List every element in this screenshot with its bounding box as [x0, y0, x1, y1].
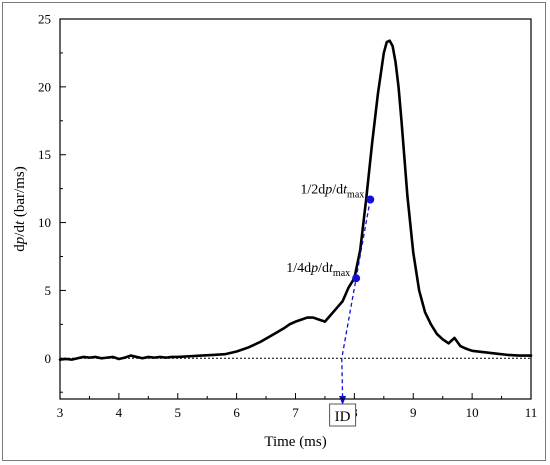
plot-area-border	[59, 18, 532, 400]
x-tick-label: 9	[410, 405, 417, 420]
x-tick-label: 7	[292, 405, 299, 420]
y-tick-label: 5	[45, 283, 52, 298]
quarter-max-marker	[352, 274, 361, 283]
figure-frame	[2, 2, 546, 461]
axes-layer: 345678910110510152025	[38, 12, 537, 421]
x-axis-label: Time (ms)	[264, 434, 326, 450]
y-tick-label: 0	[45, 351, 52, 366]
half-max-marker	[366, 195, 375, 204]
x-tick-label: 10	[466, 405, 479, 420]
half-max-label: 1/2dp/dtmax	[300, 183, 364, 201]
ignition-arrow-line	[341, 358, 344, 399]
ignition-delay-box	[329, 403, 357, 427]
y-tick-label: 10	[38, 215, 51, 230]
x-tick-label: 3	[57, 405, 64, 420]
y-tick-label: 25	[38, 12, 51, 27]
y-tick-label: 20	[38, 79, 51, 94]
ignition-delay-label: ID	[335, 409, 351, 425]
y-axis-label: dp/dt (bar/ms)	[12, 166, 28, 251]
y-tick-label: 15	[38, 147, 51, 162]
x-tick-label: 5	[175, 405, 182, 420]
x-tick-label: 6	[233, 405, 240, 420]
series-line	[58, 39, 533, 361]
x-tick-label: 11	[525, 405, 538, 420]
quarter-max-label: 1/4dp/dtmax	[286, 261, 350, 279]
plot-layer	[58, 39, 533, 405]
x-tick-label: 4	[116, 405, 123, 420]
ignition-arrow-head	[339, 396, 347, 405]
